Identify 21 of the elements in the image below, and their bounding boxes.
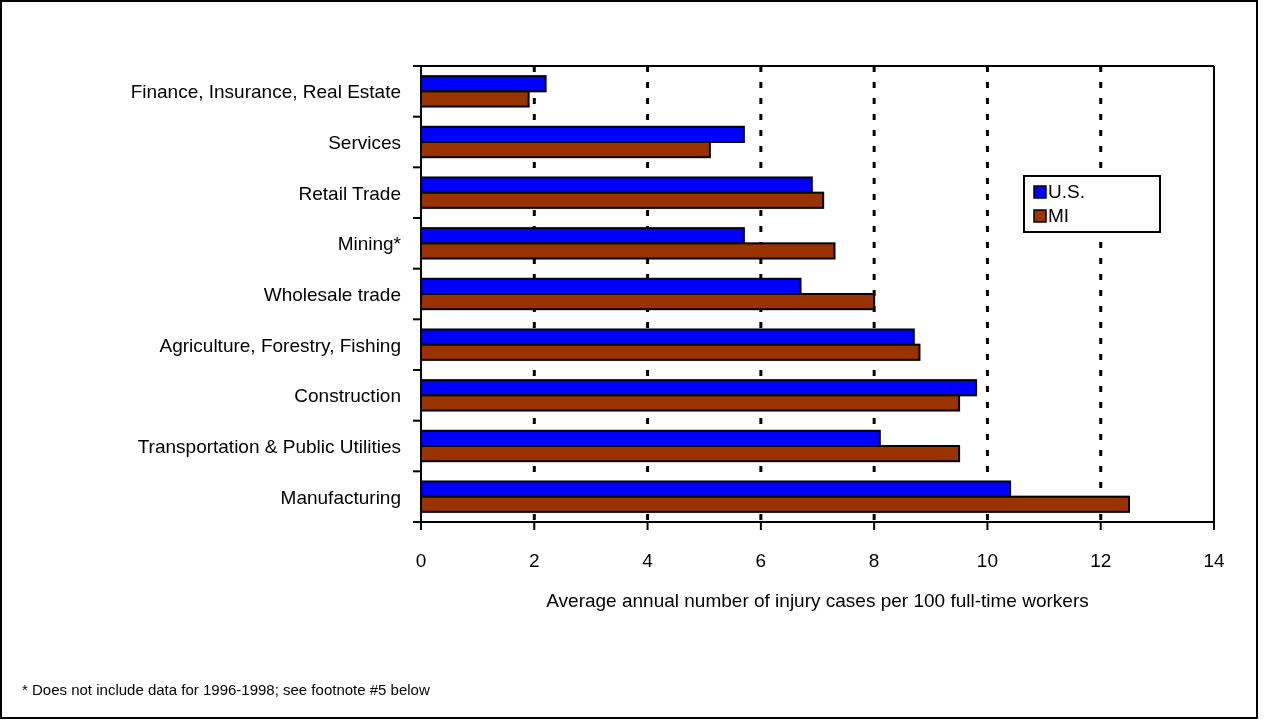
x-axis-title: Average annual number of injury cases per 100 full-time workers	[546, 590, 1089, 611]
x-tick-label: 10	[976, 550, 998, 571]
x-tick-label: 4	[642, 550, 654, 571]
x-tick-label: 0	[415, 550, 427, 571]
x-tick-label: 8	[868, 550, 880, 571]
y-tick-label: Manufacturing	[280, 486, 401, 508]
y-tick-label: Transportation & Public Utilities	[137, 436, 401, 457]
y-tick-label: Agriculture, Forestry, Fishing	[159, 334, 401, 356]
text: * Does not include data for 1996-1998; see footnote #5 below	[22, 681, 430, 698]
y-tick-label: Services	[328, 132, 401, 153]
legend-label: MI	[1048, 205, 1070, 226]
y-tick-label: Retail Trade	[298, 182, 401, 204]
x-tick-label: 14	[1203, 550, 1225, 571]
y-tick-label: Finance, Insurance, Real Estate	[130, 81, 401, 103]
y-tick-label: Wholesale trade	[263, 284, 401, 305]
y-tick-label: Construction	[294, 385, 401, 407]
legend-label: U.S.	[1048, 181, 1085, 202]
x-tick-label: 6	[755, 550, 767, 571]
x-tick-label: 2	[529, 550, 540, 571]
y-tick-label: Mining*	[337, 233, 402, 255]
x-tick-label: 12	[1090, 550, 1112, 571]
